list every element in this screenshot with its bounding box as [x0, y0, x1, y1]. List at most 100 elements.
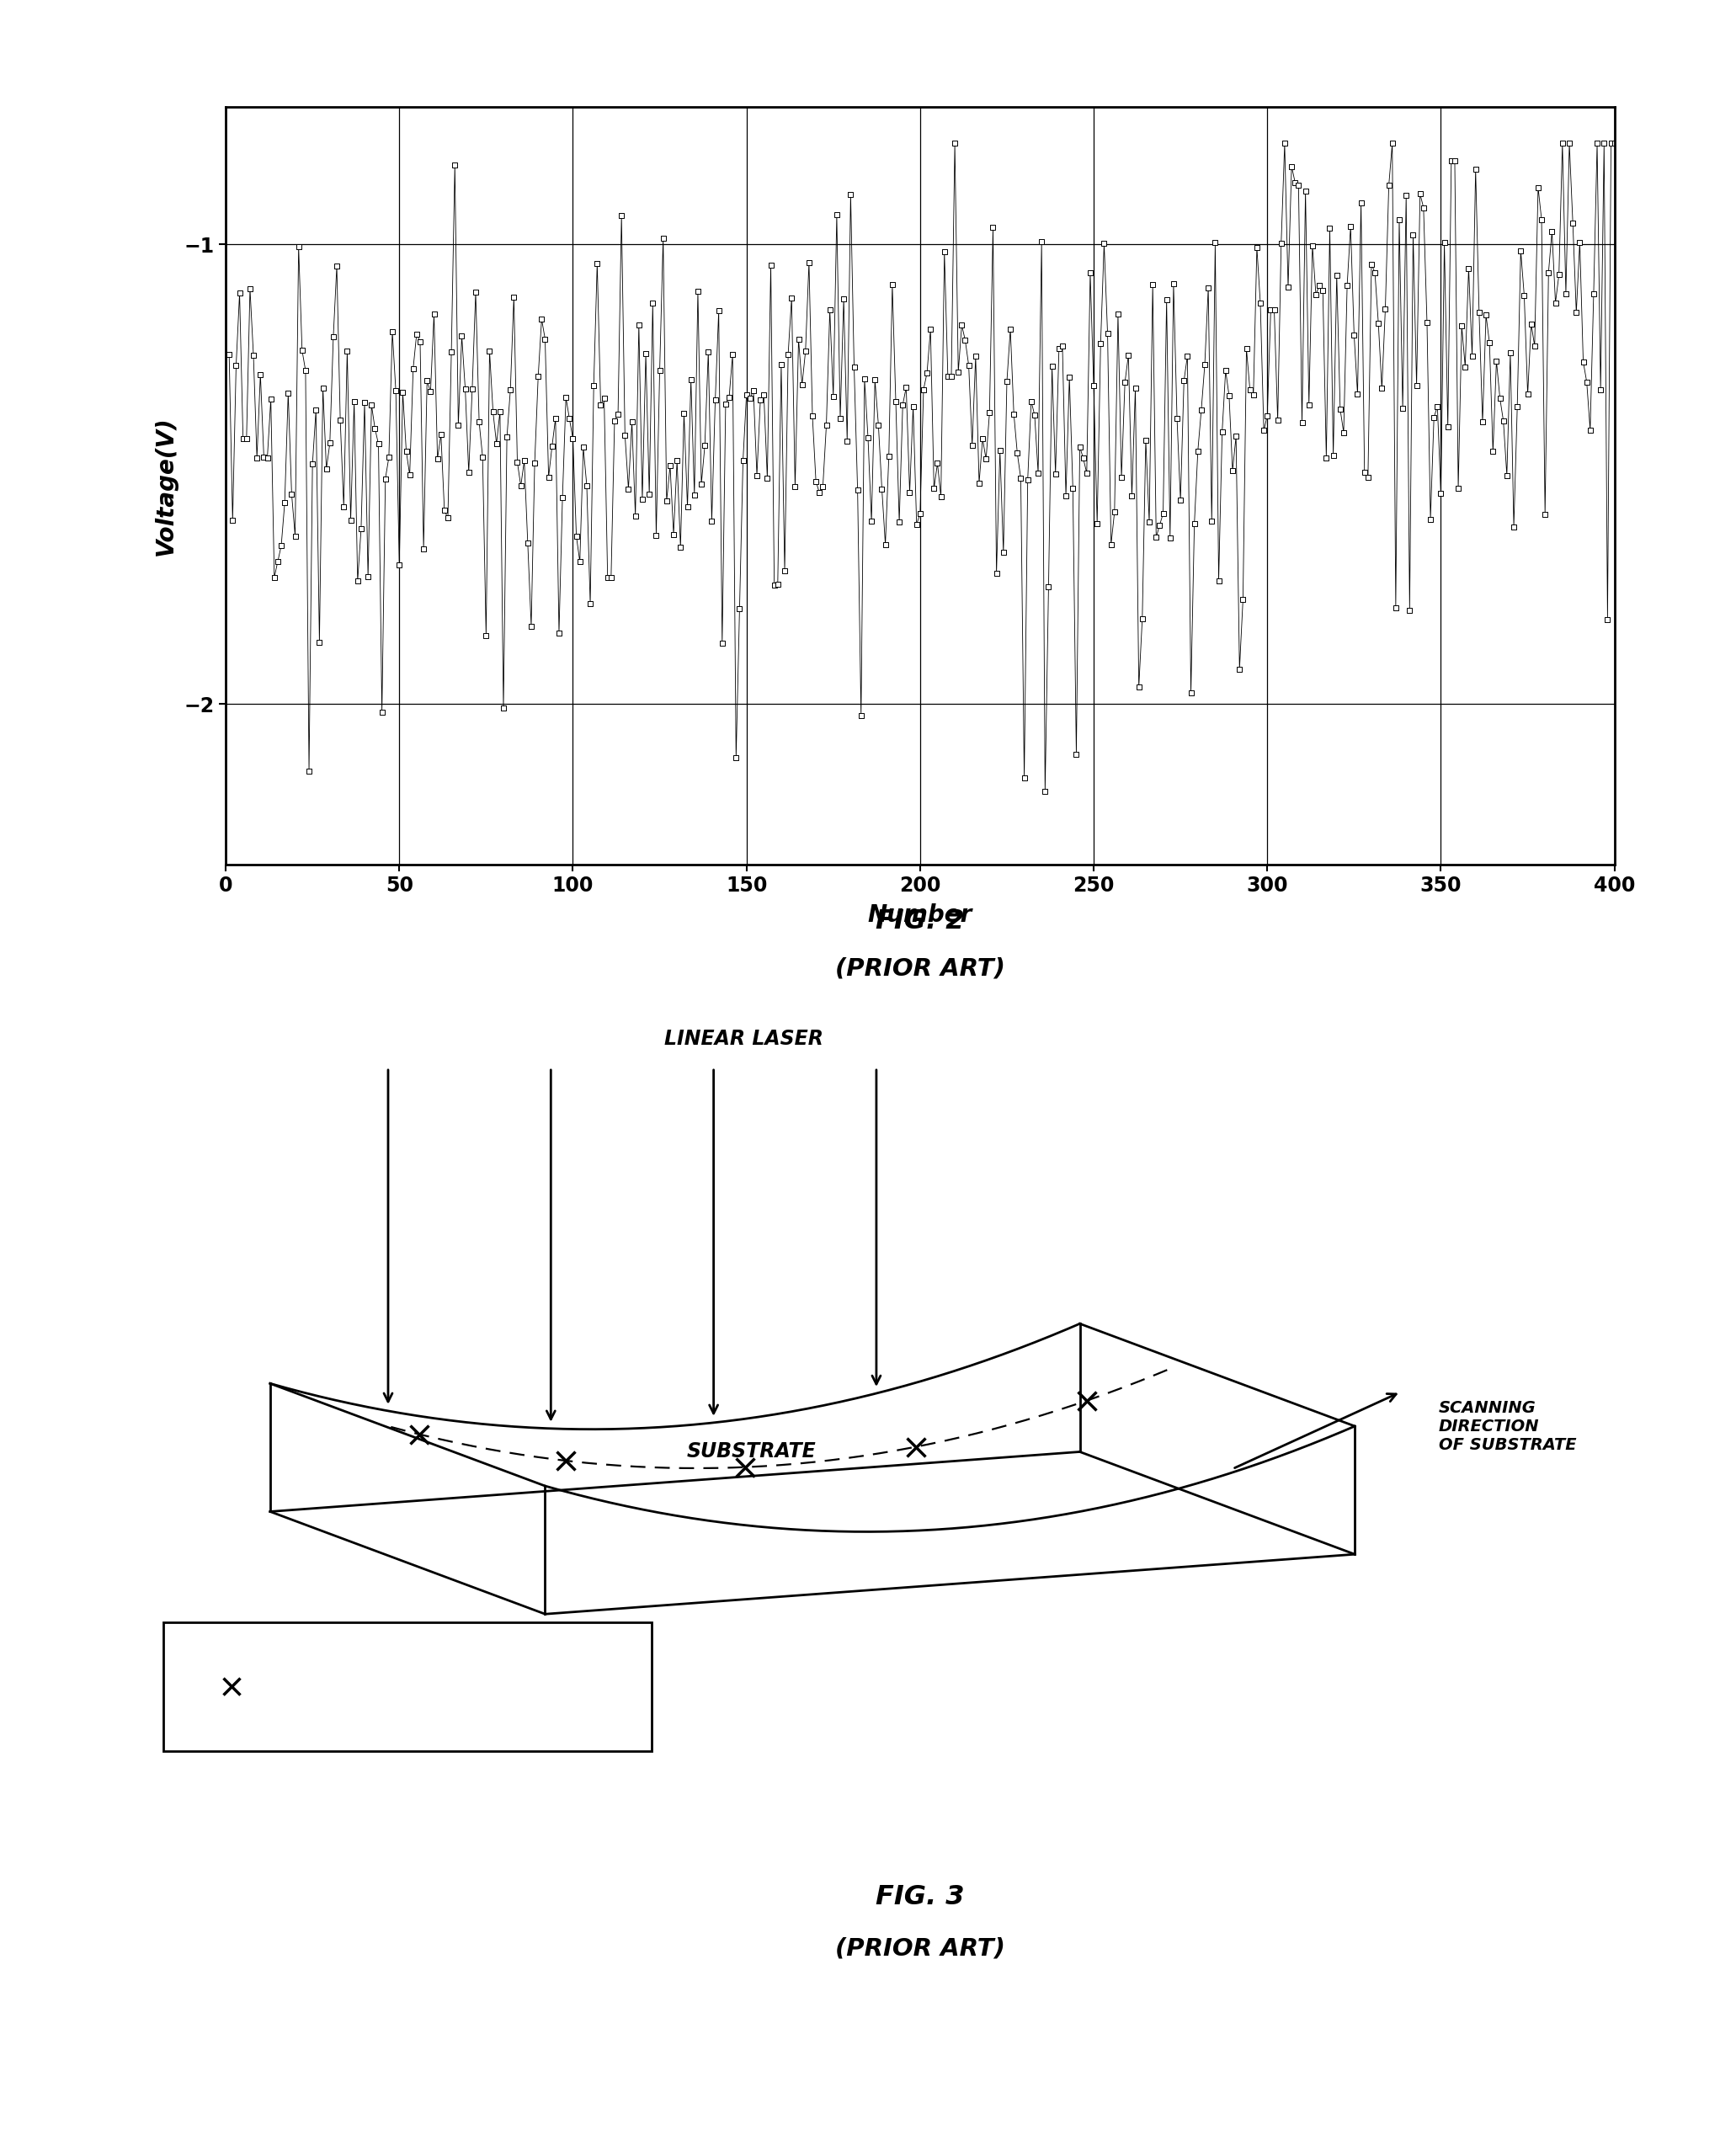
- Point: [1489, 404, 1517, 438]
- Point: [528, 301, 556, 335]
- Point: [278, 476, 306, 510]
- Point: [556, 401, 583, 436]
- Point: [795, 246, 823, 280]
- Point: [1576, 412, 1604, 446]
- Point: [1549, 126, 1576, 160]
- Point: [1483, 344, 1510, 378]
- Point: [1562, 295, 1590, 329]
- Point: [986, 433, 1014, 468]
- Bar: [163, 1623, 653, 1751]
- Point: [646, 354, 674, 389]
- Point: [781, 470, 809, 504]
- Point: [420, 297, 448, 331]
- Point: [767, 348, 795, 382]
- Point: [542, 401, 569, 436]
- Point: [1271, 126, 1299, 160]
- Point: [424, 442, 451, 476]
- Point: [1139, 267, 1167, 301]
- Point: [1590, 126, 1618, 160]
- Point: [451, 371, 479, 406]
- Point: [611, 418, 639, 453]
- Point: [698, 504, 726, 538]
- Point: [1045, 331, 1073, 365]
- Point: [1420, 399, 1448, 433]
- Point: [1281, 164, 1309, 199]
- Point: [972, 442, 1000, 476]
- Point: [1069, 442, 1097, 476]
- Point: [1531, 497, 1559, 532]
- Point: [1198, 504, 1226, 538]
- Point: [1351, 455, 1378, 489]
- Point: [934, 359, 962, 393]
- Point: [1427, 476, 1455, 510]
- Point: [1073, 457, 1101, 491]
- Point: [1451, 350, 1479, 384]
- Point: [1240, 378, 1267, 412]
- Point: [757, 248, 785, 282]
- Point: [868, 472, 896, 506]
- Point: [677, 363, 705, 397]
- Point: [319, 320, 347, 354]
- Point: [1479, 433, 1507, 468]
- Point: [1233, 331, 1260, 365]
- Point: [976, 395, 1003, 429]
- Point: [642, 519, 670, 553]
- Point: [1569, 344, 1597, 378]
- Point: [1528, 203, 1555, 237]
- Point: [885, 506, 913, 540]
- Point: [417, 374, 444, 408]
- Text: (PRIOR ART): (PRIOR ART): [835, 1936, 1005, 1960]
- Point: [1101, 495, 1128, 529]
- Point: [691, 429, 719, 463]
- Point: [1458, 339, 1486, 374]
- Point: [1517, 307, 1545, 342]
- Point: [215, 337, 243, 371]
- Point: [1573, 365, 1601, 399]
- Point: [1121, 371, 1149, 406]
- Point: [785, 322, 812, 357]
- Point: [1264, 404, 1292, 438]
- Point: [260, 559, 288, 594]
- Point: [312, 453, 340, 487]
- Point: [687, 468, 715, 502]
- Point: [274, 376, 302, 410]
- Point: [500, 280, 528, 314]
- Point: [1253, 399, 1281, 433]
- Point: [819, 380, 847, 414]
- Point: [1406, 177, 1434, 211]
- Point: [1323, 258, 1351, 292]
- Point: [1340, 318, 1368, 352]
- Point: [490, 692, 517, 726]
- Point: [1524, 171, 1552, 205]
- Point: [1486, 380, 1514, 414]
- Point: [1104, 297, 1132, 331]
- Point: [705, 295, 733, 329]
- Point: [802, 463, 830, 497]
- Point: [771, 553, 799, 587]
- Point: [1066, 429, 1094, 463]
- Point: [1205, 564, 1233, 598]
- Point: [694, 335, 722, 369]
- Point: [1059, 472, 1087, 506]
- Point: [899, 389, 927, 423]
- Point: [1035, 570, 1062, 604]
- Point: [1601, 126, 1628, 160]
- Point: [1167, 483, 1194, 517]
- Point: [632, 337, 660, 371]
- Point: [573, 468, 601, 502]
- Point: [913, 357, 941, 391]
- Point: [1076, 256, 1104, 290]
- Point: [1149, 497, 1177, 532]
- Point: [1055, 361, 1083, 395]
- Point: [681, 478, 708, 512]
- Point: [1521, 329, 1549, 363]
- Point: [1413, 305, 1441, 339]
- Point: [1594, 602, 1621, 636]
- Point: [524, 359, 552, 393]
- Point: [1496, 335, 1524, 369]
- Point: [1243, 231, 1271, 265]
- Point: [1132, 423, 1160, 457]
- Point: [1003, 436, 1031, 470]
- Point: [1444, 472, 1472, 506]
- Point: [719, 337, 746, 371]
